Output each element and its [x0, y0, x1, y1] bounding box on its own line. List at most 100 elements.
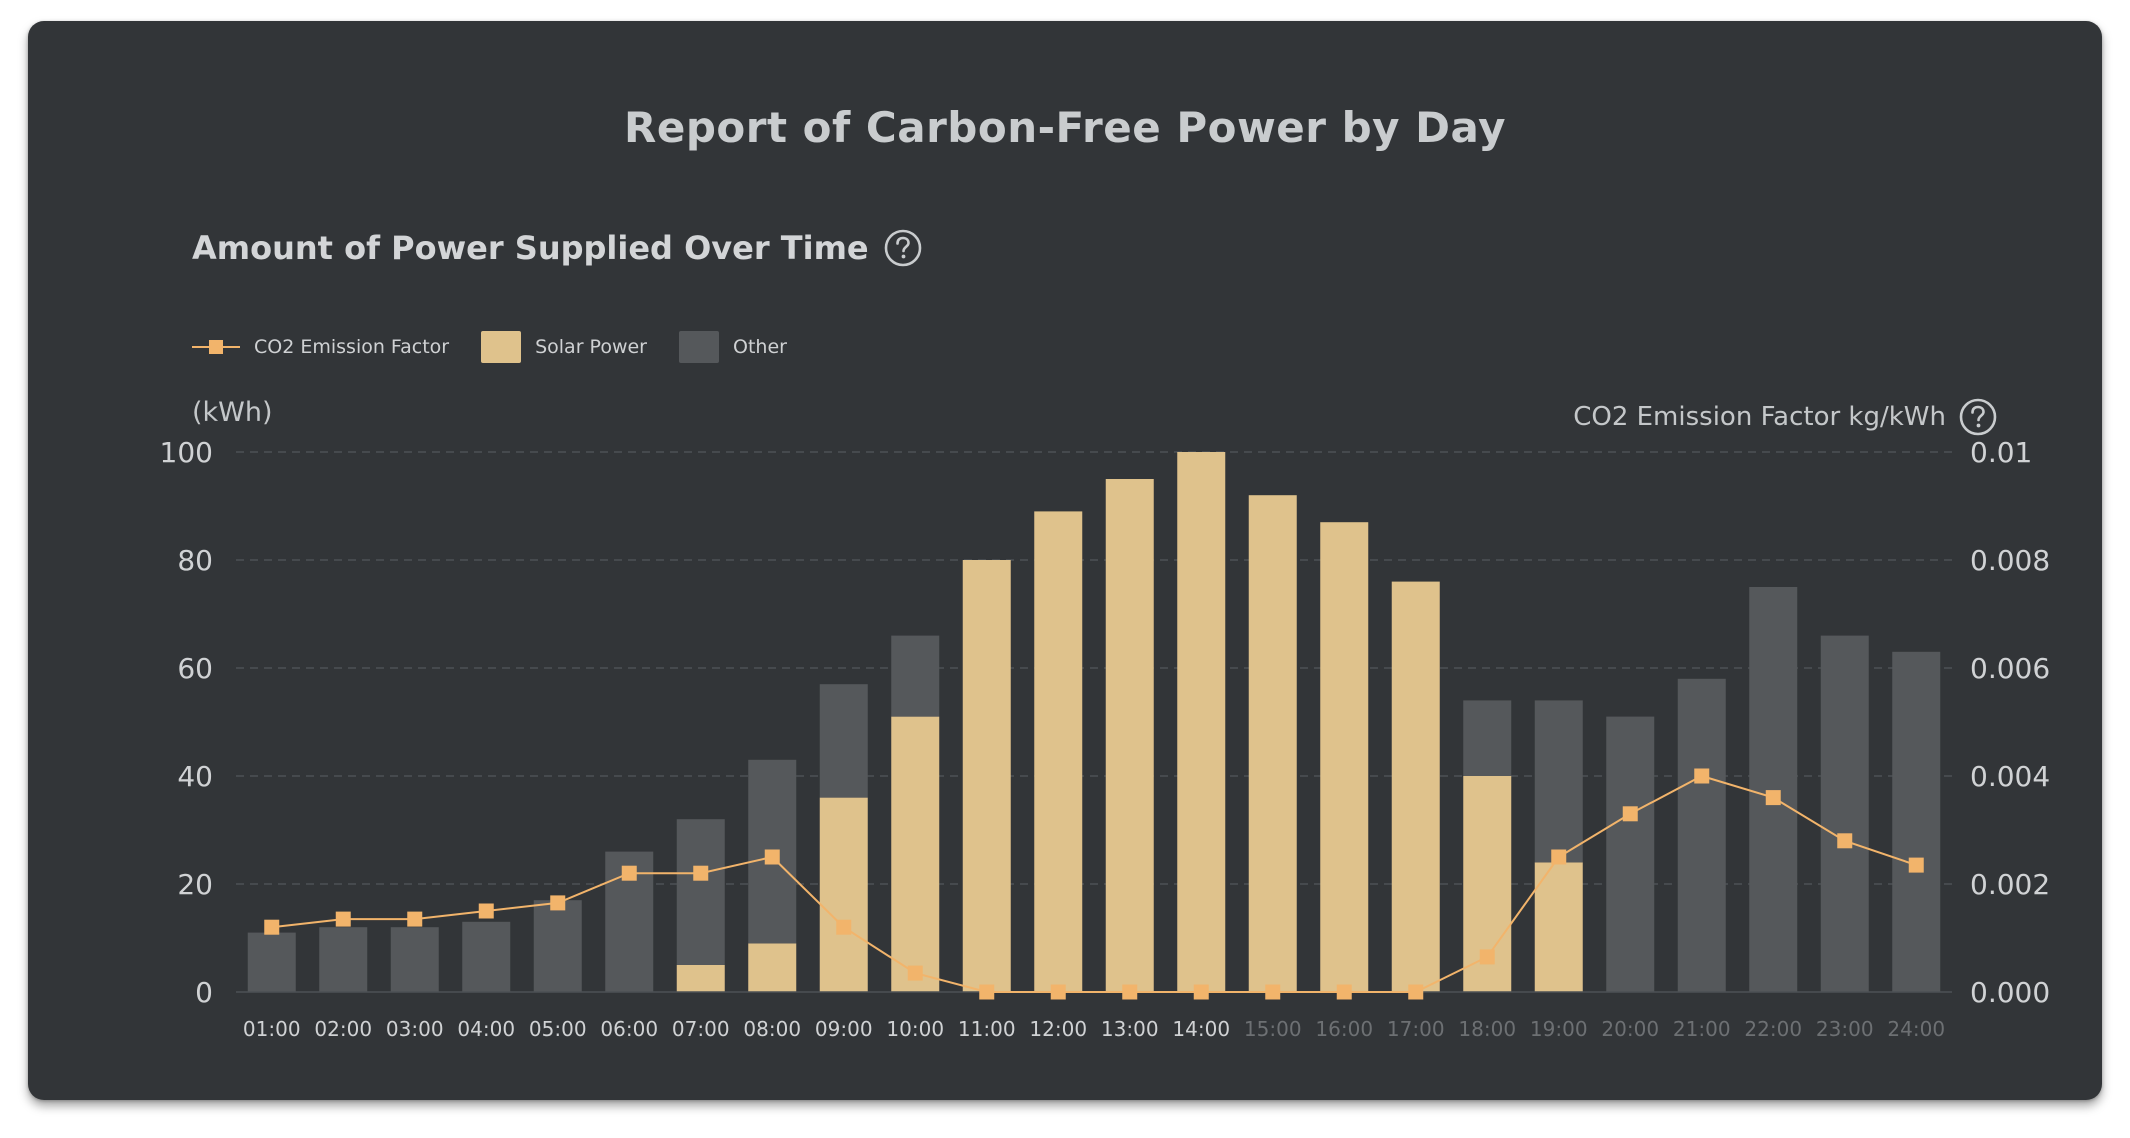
- y-tick-label-left: 80: [177, 544, 213, 577]
- co2-point: [1408, 984, 1424, 1000]
- x-tick-label: 13:00: [1101, 1017, 1159, 1041]
- y-tick-label-left: 0: [195, 976, 213, 1009]
- legend-item-co2[interactable]: CO2 Emission Factor: [192, 336, 449, 358]
- bar-other: [1820, 635, 1869, 992]
- co2-point: [264, 919, 280, 935]
- y-tick-label-left: 40: [177, 760, 213, 793]
- bar-solar: [676, 965, 725, 992]
- bar-other: [676, 819, 725, 965]
- power-chart: 0 0.000 20 0.002 40 0.004 60 0.006 80 0.008 100 0.0…: [160, 436, 2051, 1041]
- bar-other: [1463, 700, 1512, 776]
- y-tick-label-right: 0.008: [1970, 544, 2050, 577]
- co2-point: [621, 865, 637, 881]
- x-tick-label: 02:00: [314, 1017, 372, 1041]
- bar-other: [1892, 651, 1941, 992]
- co2-point: [836, 919, 852, 935]
- legend-swatch-solar: [481, 331, 522, 363]
- legend-swatch-other: [679, 331, 719, 363]
- right-axis-label-group: CO2 Emission Factor kg/kWh: [1573, 397, 1998, 437]
- co2-point: [550, 895, 566, 911]
- x-tick-label: 19:00: [1530, 1017, 1588, 1041]
- x-tick-label: 05:00: [529, 1017, 587, 1041]
- co2-point: [335, 911, 351, 927]
- x-tick-label: 04:00: [457, 1017, 515, 1041]
- co2-line: [271, 774, 1917, 993]
- bar-solar: [819, 797, 868, 992]
- question-circle-icon[interactable]: [1958, 397, 1998, 437]
- co2-point: [1122, 984, 1138, 1000]
- y-tick-label-left: 20: [177, 868, 213, 901]
- x-tick-label: 20:00: [1601, 1017, 1659, 1041]
- co2-point: [693, 865, 709, 881]
- section-header: Amount of Power Supplied Over Time: [192, 226, 923, 270]
- legend-item-other[interactable]: Other: [679, 331, 787, 363]
- x-tick-label: 01:00: [243, 1017, 301, 1041]
- legend-label-solar: Solar Power: [535, 336, 647, 358]
- co2-point: [1336, 984, 1352, 1000]
- x-tick-label: 07:00: [672, 1017, 730, 1041]
- bar-other: [247, 932, 296, 992]
- y-tick-label-left: 60: [177, 652, 213, 685]
- x-tick-label: 06:00: [600, 1017, 658, 1041]
- x-tick-label: 22:00: [1744, 1017, 1802, 1041]
- y-tick-label-right: 0.000: [1970, 976, 2050, 1009]
- co2-point: [1479, 949, 1495, 965]
- y-tick-label-right: 0.004: [1970, 760, 2050, 793]
- co2-point: [407, 911, 423, 927]
- y-tick-label-right: 0.002: [1970, 868, 2050, 901]
- bar-solar: [1177, 452, 1226, 992]
- report-card: Report of Carbon-Free Power by Day Amoun…: [28, 21, 2102, 1100]
- bar-other: [819, 684, 868, 798]
- x-tick-label: 15:00: [1244, 1017, 1302, 1041]
- co2-point: [1694, 768, 1710, 784]
- bar-solar: [1248, 495, 1297, 992]
- bar-other: [1534, 700, 1583, 863]
- question-circle-icon[interactable]: [883, 228, 923, 268]
- bar-other: [1749, 587, 1798, 992]
- bar-solar: [1105, 479, 1154, 992]
- co2-point: [979, 984, 995, 1000]
- co2-point: [1622, 806, 1638, 822]
- x-tick-label: 23:00: [1816, 1017, 1874, 1041]
- legend-item-solar[interactable]: Solar Power: [481, 331, 647, 363]
- bar-other: [1606, 716, 1655, 992]
- co2-point: [1551, 849, 1567, 865]
- co2-point: [1908, 857, 1924, 873]
- line-marker-icon: [192, 340, 240, 354]
- bar-solar: [1391, 581, 1440, 992]
- co2-point: [764, 849, 780, 865]
- x-tick-label: 18:00: [1458, 1017, 1516, 1041]
- x-tick-label: 16:00: [1315, 1017, 1373, 1041]
- legend-label-co2: CO2 Emission Factor: [254, 336, 450, 358]
- y-tick-label-right: 0.01: [1970, 436, 2032, 469]
- bar-solar: [748, 943, 797, 992]
- x-tick-label: 11:00: [958, 1017, 1016, 1041]
- legend-label-other: Other: [733, 336, 787, 358]
- bar-other: [891, 635, 940, 717]
- co2-point: [1765, 790, 1781, 806]
- x-tick-label: 10:00: [886, 1017, 944, 1041]
- bar-solar: [1534, 862, 1583, 992]
- x-tick-label: 08:00: [743, 1017, 801, 1041]
- co2-point: [1050, 984, 1066, 1000]
- bar-other: [462, 921, 511, 992]
- bar-solar: [1034, 511, 1083, 992]
- bar-other: [390, 927, 439, 992]
- right-axis-label: CO2 Emission Factor kg/kWh: [1573, 402, 1946, 432]
- x-tick-label: 24:00: [1887, 1017, 1945, 1041]
- bar-other: [1677, 678, 1726, 992]
- co2-point: [1265, 984, 1281, 1000]
- bar-solar: [1320, 522, 1369, 992]
- report-title: Report of Carbon-Free Power by Day: [624, 103, 1506, 152]
- x-tick-label: 03:00: [386, 1017, 444, 1041]
- co2-point: [1837, 833, 1853, 849]
- x-tick-label: 21:00: [1673, 1017, 1731, 1041]
- x-tick-label: 09:00: [815, 1017, 873, 1041]
- y-tick-label-left: 100: [160, 436, 213, 469]
- co2-point: [1193, 984, 1209, 1000]
- x-tick-label: 12:00: [1029, 1017, 1087, 1041]
- bar-solar: [891, 716, 940, 992]
- section-title: Amount of Power Supplied Over Time: [192, 229, 869, 267]
- chart-legend: CO2 Emission Factor Solar Power Other: [192, 330, 819, 364]
- bar-other: [319, 927, 368, 992]
